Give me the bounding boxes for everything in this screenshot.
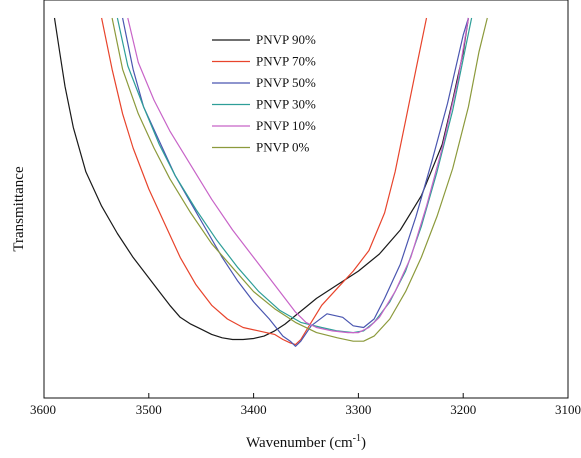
x-axis-ticks: 3600 3500 3400 3300 3200 3100 bbox=[30, 393, 581, 417]
x-tick-label-5: 3100 bbox=[555, 402, 581, 417]
legend-label-4: PNVP 10% bbox=[256, 118, 316, 133]
series-line-0 bbox=[53, 17, 469, 341]
series-line-5 bbox=[111, 17, 488, 342]
x-tick-label-1: 3500 bbox=[136, 402, 162, 417]
x-axis-title: Wavenumber (cm-1) bbox=[246, 433, 366, 451]
x-tick-label-2: 3400 bbox=[241, 402, 267, 417]
legend-label-0: PNVP 90% bbox=[256, 32, 316, 47]
legend: PNVP 90% PNVP 70% PNVP 50% PNVP 30% PNVP 10%… bbox=[212, 32, 316, 155]
x-tick-label-4: 3200 bbox=[450, 402, 476, 417]
legend-label-3: PNVP 30% bbox=[256, 97, 316, 112]
y-axis-title: Transmittance bbox=[11, 166, 27, 252]
legend-label-1: PNVP 70% bbox=[256, 54, 316, 69]
legend-label-2: PNVP 50% bbox=[256, 75, 316, 90]
x-tick-label-3: 3300 bbox=[345, 402, 371, 417]
series-line-1 bbox=[101, 17, 428, 346]
series-line-4 bbox=[127, 17, 469, 334]
plot-frame bbox=[43, 0, 569, 399]
series-line-3 bbox=[116, 17, 473, 334]
series-lines bbox=[53, 17, 488, 347]
x-tick-label-0: 3600 bbox=[30, 402, 56, 417]
legend-label-5: PNVP 0% bbox=[256, 140, 310, 155]
